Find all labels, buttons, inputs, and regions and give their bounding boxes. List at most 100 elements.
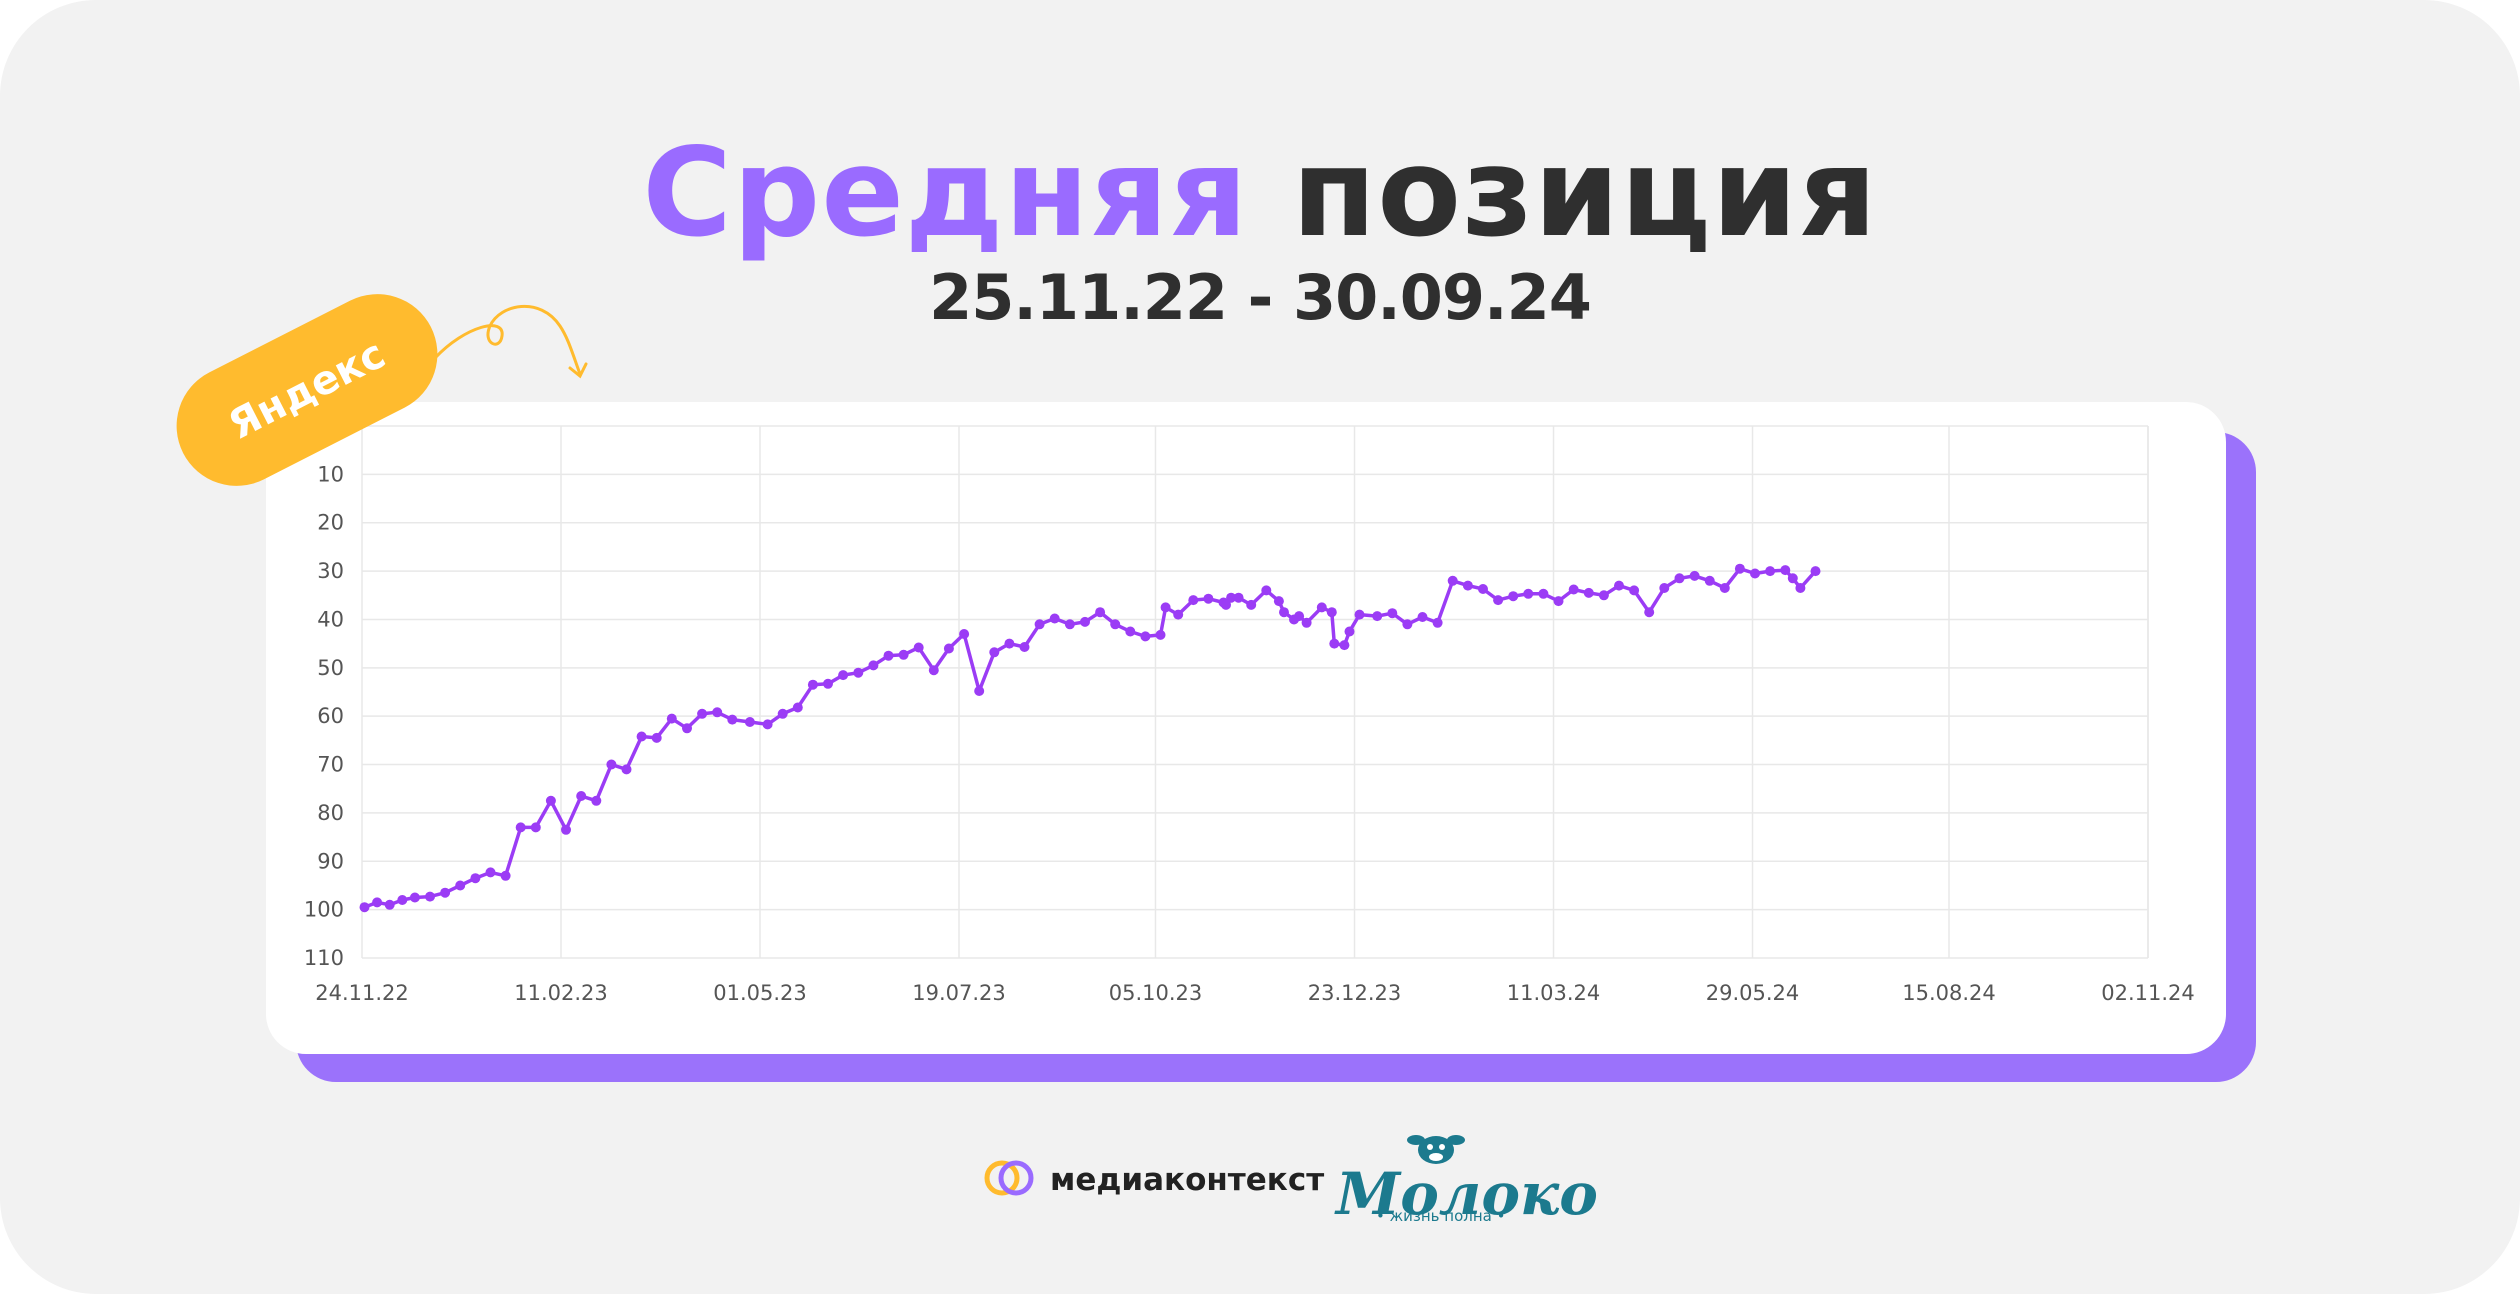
data-point	[823, 678, 833, 689]
y-tick-label: 40	[317, 607, 344, 631]
data-point	[500, 870, 511, 881]
data-point	[1316, 602, 1327, 613]
data-point	[606, 759, 617, 770]
data-point	[1226, 592, 1237, 603]
data-point	[1598, 590, 1609, 601]
moloko-name: Молоко	[1336, 1160, 1598, 1228]
data-point	[853, 667, 864, 678]
data-point	[913, 642, 924, 653]
data-point	[1246, 599, 1257, 610]
data-point	[384, 899, 395, 910]
data-point	[1034, 619, 1045, 630]
footer-logos: медиаконтекст Молоко • жизнь полна •	[0, 1130, 2520, 1250]
data-point	[1173, 609, 1184, 620]
y-tick-label: 60	[317, 704, 344, 728]
data-point	[1493, 595, 1504, 606]
data-point	[1110, 619, 1121, 630]
data-point	[1674, 573, 1685, 584]
x-tick-label: 05.10.23	[1109, 981, 1203, 1005]
data-point	[1233, 592, 1244, 603]
x-tick-label: 29.05.24	[1706, 981, 1800, 1005]
title-rest: позиция	[1291, 122, 1878, 264]
data-point	[1140, 631, 1151, 642]
data-point	[1629, 585, 1640, 596]
data-point	[868, 660, 879, 671]
data-point	[1339, 640, 1350, 651]
data-point	[1279, 607, 1289, 618]
moloko-tagline: • жизнь полна •	[1376, 1207, 1506, 1225]
data-point	[1787, 573, 1798, 584]
y-tick-label: 100	[304, 898, 344, 922]
data-point	[1095, 607, 1106, 618]
data-point	[515, 822, 526, 833]
y-tick-label: 90	[317, 849, 344, 873]
data-point	[1810, 566, 1821, 577]
data-point	[712, 707, 723, 718]
x-tick-label: 15.08.24	[1902, 981, 1996, 1005]
data-point	[682, 723, 692, 734]
data-point	[697, 708, 708, 719]
data-point	[545, 795, 556, 806]
data-point	[1523, 588, 1534, 599]
data-point	[1765, 566, 1776, 577]
data-point	[943, 643, 954, 654]
data-point	[530, 822, 541, 833]
data-point	[1004, 638, 1015, 649]
data-point	[621, 764, 632, 775]
data-point	[1221, 599, 1231, 610]
data-point	[1125, 626, 1136, 637]
date-range: 25.11.22 - 30.09.24	[929, 261, 1592, 334]
data-point	[1326, 607, 1337, 618]
y-tick-label: 110	[304, 946, 344, 970]
title-accent: Средняя	[642, 122, 1249, 264]
y-tick-label: 10	[317, 462, 344, 486]
series-line	[363, 566, 1817, 909]
data-point	[425, 891, 435, 902]
x-tick-label: 01.05.23	[713, 981, 807, 1005]
y-tick-label: 30	[317, 559, 344, 583]
data-point	[1780, 565, 1791, 576]
data-point	[1568, 584, 1579, 595]
data-point	[1301, 617, 1312, 628]
page-title: Средняя позиция	[0, 118, 2520, 268]
data-point	[744, 717, 755, 727]
data-point	[1553, 596, 1564, 607]
data-point	[838, 670, 849, 681]
data-point	[359, 902, 370, 913]
data-point	[1508, 591, 1519, 602]
data-point	[1354, 609, 1365, 620]
data-point	[576, 791, 587, 801]
data-point	[666, 713, 677, 724]
data-point	[1273, 596, 1284, 607]
data-point	[1659, 583, 1670, 593]
y-tick-label: 80	[317, 801, 344, 825]
position-chart: 10 20 30 40 50 60 70 80 90 100 110 24.11.22 11.02.23…	[304, 425, 2195, 1005]
cow-icon	[1407, 1135, 1465, 1164]
data-point	[636, 731, 647, 742]
data-point	[1689, 570, 1700, 581]
data-point	[397, 895, 408, 905]
data-point	[440, 887, 451, 898]
data-point	[409, 892, 420, 903]
data-point	[1261, 585, 1272, 596]
data-point	[928, 665, 939, 676]
data-point	[989, 647, 1000, 658]
data-point	[898, 649, 909, 660]
data-point	[1160, 602, 1171, 613]
data-point	[1583, 587, 1594, 598]
data-point	[777, 708, 788, 719]
data-point	[883, 650, 894, 661]
data-point	[1344, 626, 1355, 637]
data-point	[1387, 608, 1398, 619]
x-tick-label: 11.03.24	[1507, 981, 1601, 1005]
x-tick-label: 19.07.23	[912, 981, 1006, 1005]
data-point	[1372, 611, 1383, 622]
data-point	[1402, 619, 1413, 630]
data-point	[1750, 568, 1760, 579]
data-point	[1644, 607, 1655, 618]
data-point	[1734, 563, 1745, 574]
data-point	[455, 880, 466, 891]
x-tick-label: 24.11.22	[315, 981, 409, 1005]
data-point	[1049, 613, 1060, 624]
data-point	[1294, 611, 1305, 622]
